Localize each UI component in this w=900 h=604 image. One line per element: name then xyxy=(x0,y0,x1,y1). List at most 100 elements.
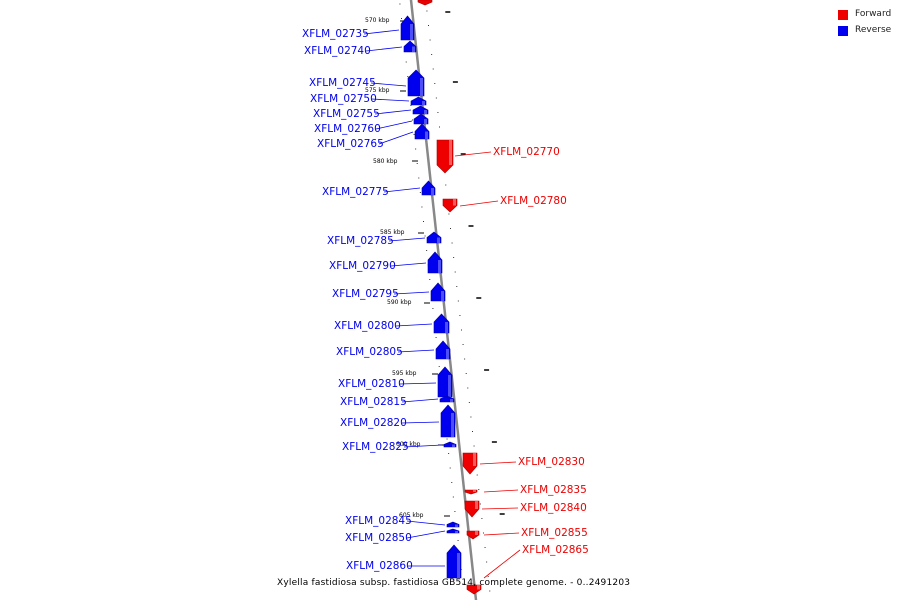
gene-label-XFLM_02815: XFLM_02815 xyxy=(340,396,407,408)
gene-XFLM_02735 xyxy=(400,15,415,41)
tick-label-600: 600 kbp xyxy=(396,441,421,448)
gene-shading-XFLM_02790 xyxy=(438,260,441,273)
gene-XFLM_02860 xyxy=(446,544,462,579)
gene-XFLM_02825 xyxy=(443,441,457,448)
gene-label-XFLM_02760: XFLM_02760 xyxy=(314,123,381,135)
gene-shading-XFLM_02825 xyxy=(452,444,455,447)
gene-XFLM_02815 xyxy=(439,395,455,403)
gene-XFLM_02745 xyxy=(407,69,425,97)
gene-shading-XFLM_02845 xyxy=(455,524,458,527)
leader-line-XFLM_02750 xyxy=(371,98,410,102)
gene-XFLM_02810 xyxy=(437,366,453,398)
gene-label-XFLM_02765: XFLM_02765 xyxy=(317,138,384,150)
gene-XFLM_02755 xyxy=(412,105,429,115)
gene-shading-XFLM_02810 xyxy=(448,375,451,397)
tick-label-605: 605 kbp xyxy=(399,512,424,519)
tick-label-590: 590 kbp xyxy=(387,299,412,306)
gene-arrow-partial-top xyxy=(417,0,433,6)
gene-XFLM_02765 xyxy=(414,123,430,140)
gene-label-XFLM_02745: XFLM_02745 xyxy=(309,77,376,89)
gene-shading-XFLM_02855 xyxy=(475,531,478,535)
gene-XFLM_02845 xyxy=(446,521,460,528)
gene-label-XFLM_02850: XFLM_02850 xyxy=(345,532,412,544)
gene-shading-XFLM_02785 xyxy=(437,237,440,243)
gene-label-XFLM_02795: XFLM_02795 xyxy=(332,288,399,300)
gene-label-XFLM_02755: XFLM_02755 xyxy=(313,108,380,120)
gene-shading-XFLM_02750 xyxy=(422,101,425,105)
gene-XFLM_02840 xyxy=(464,500,480,518)
leader-line-XFLM_02735 xyxy=(363,29,400,35)
gene-shading-XFLM_02820 xyxy=(451,413,454,437)
gene-label-XFLM_02785: XFLM_02785 xyxy=(327,235,394,247)
legend-reverse: Reverse xyxy=(838,24,900,38)
leader-line-XFLM_02760 xyxy=(375,120,413,130)
legend-forward-label: Forward xyxy=(855,9,892,19)
gene-XFLM_02790 xyxy=(427,251,443,274)
leader-line-XFLM_02840 xyxy=(481,507,519,510)
gene-label-XFLM_02845: XFLM_02845 xyxy=(345,515,412,527)
leader-line-XFLM_02790 xyxy=(390,262,427,267)
tick-label-595: 595 kbp xyxy=(392,370,417,377)
gene-label-XFLM_02810: XFLM_02810 xyxy=(338,378,405,390)
gene-XFLM_02770 xyxy=(436,139,454,174)
leader-line-XFLM_02740 xyxy=(365,46,403,52)
leader-line-XFLM_02855 xyxy=(483,532,520,536)
gene-XFLM_02740 xyxy=(403,40,417,53)
leader-line-XFLM_02755 xyxy=(374,109,412,115)
gene-label-XFLM_02860: XFLM_02860 xyxy=(346,560,413,572)
leader-line-XFLM_02795 xyxy=(393,291,430,295)
leader-line-XFLM_02825 xyxy=(403,444,443,448)
gene-label-XFLM_02840: XFLM_02840 xyxy=(520,502,587,514)
leader-line-XFLM_02775 xyxy=(383,187,421,193)
gene-shading-XFLM_02765 xyxy=(425,131,428,139)
gene-label-XFLM_02820: XFLM_02820 xyxy=(340,417,407,429)
gene-shading-XFLM_02770 xyxy=(449,140,452,165)
gene-label-XFLM_02740: XFLM_02740 xyxy=(304,45,371,57)
gene-XFLM_02850 xyxy=(446,528,460,534)
gene-shading-XFLM_02735 xyxy=(410,24,413,40)
leader-line-XFLM_02815 xyxy=(401,398,439,403)
leader-line-XFLM_02805 xyxy=(397,349,435,353)
gene-shading-XFLM_02800 xyxy=(445,322,448,333)
genome-caption: Xylella fastidiosa subsp. fastidiosa GB5… xyxy=(277,578,631,588)
leader-line-XFLM_02800 xyxy=(395,323,433,327)
gene-label-XFLM_02800: XFLM_02800 xyxy=(334,320,401,332)
gene-label-XFLM_02825: XFLM_02825 xyxy=(342,441,409,453)
leader-line-XFLM_02865 xyxy=(483,549,521,579)
legend-forward-swatch xyxy=(838,10,848,20)
leader-line-XFLM_02770 xyxy=(454,151,492,157)
legend-reverse-label: Reverse xyxy=(855,25,892,35)
gene-shading-XFLM_02775 xyxy=(431,188,434,195)
legend-forward: Forward xyxy=(838,8,900,22)
leader-line-XFLM_02765 xyxy=(378,131,414,145)
leader-line-XFLM_02785 xyxy=(388,237,426,242)
gene-shading-XFLM_02740 xyxy=(412,46,415,52)
gene-label-XFLM_02735: XFLM_02735 xyxy=(302,28,369,40)
gene-label-XFLM_02835: XFLM_02835 xyxy=(520,484,587,496)
legend-reverse-swatch xyxy=(838,26,848,36)
tick-label-575: 575 kbp xyxy=(365,87,390,94)
leader-line-XFLM_02850 xyxy=(406,530,446,539)
gene-label-XFLM_02780: XFLM_02780 xyxy=(500,195,567,207)
gene-shading-XFLM_02745 xyxy=(420,78,423,96)
gene-shading-XFLM_02815 xyxy=(450,399,453,402)
gene-shading-XFLM_02795 xyxy=(441,291,444,301)
tick-label-585: 585 kbp xyxy=(380,229,405,236)
gene-shading-XFLM_02830 xyxy=(473,453,476,466)
leader-line-XFLM_02835 xyxy=(483,489,519,493)
gene-shading-XFLM_02840 xyxy=(475,501,478,509)
leader-line-XFLM_02745 xyxy=(370,82,407,87)
gene-shading-XFLM_02850 xyxy=(455,531,458,533)
gene-XFLM_02865 xyxy=(466,584,482,595)
gene-XFLM_02855 xyxy=(466,530,480,540)
gene-shading-XFLM_02755 xyxy=(424,110,427,114)
leader-line-XFLM_02780 xyxy=(459,200,499,207)
gene-XFLM_02830 xyxy=(462,452,478,475)
gene-XFLM_02795 xyxy=(430,282,446,302)
gene-label-XFLM_02865: XFLM_02865 xyxy=(522,544,589,556)
gene-shading-XFLM_02780 xyxy=(453,199,456,206)
gene-XFLM_02780 xyxy=(442,198,458,213)
gene-XFLM_02805 xyxy=(435,340,451,360)
